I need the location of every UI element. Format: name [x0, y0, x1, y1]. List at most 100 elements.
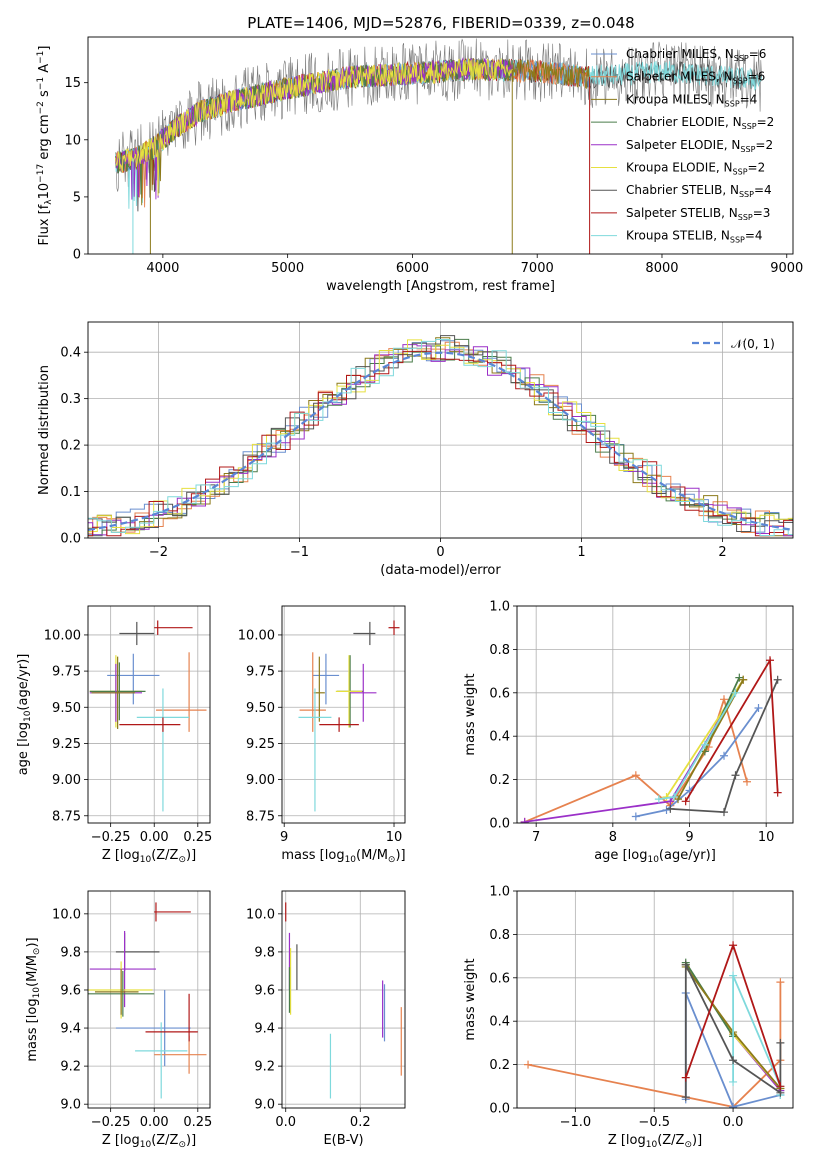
y-tick-label: 10.00 [44, 628, 81, 643]
legend-entry-nssp: =4 [754, 183, 772, 197]
legend-entry: Salpeter MILES, NSSP=6 [626, 70, 765, 86]
y-tick-label: 9.25 [52, 737, 81, 752]
x-axis-label: Z [log10(Z/Z⊙)] [102, 848, 196, 865]
x-axis-label-part: ⊙ [178, 855, 186, 865]
weight-marker [739, 675, 748, 684]
y-tick-label: 9.6 [254, 983, 275, 998]
weight-marker [729, 1102, 738, 1108]
y-tick-label: 0.4 [489, 730, 510, 745]
axes-frame [87, 321, 794, 539]
weight-marker [654, 795, 663, 804]
y-tick-label: 15 [64, 76, 81, 91]
x-tick-label: 0 [436, 545, 444, 560]
x-tick-label: −0.5 [638, 1115, 670, 1130]
x-tick-label: 6000 [396, 261, 429, 276]
y-tick-label: 9.50 [246, 701, 275, 716]
legend-entry-model: Salpeter STELIB, N [626, 206, 738, 220]
errorbar-point [154, 902, 191, 922]
weight-marker [666, 804, 675, 813]
x-tick-label: 0.2 [350, 1115, 371, 1130]
y-tick-label: 0.6 [489, 971, 510, 986]
legend-entry-model: Kroupa MILES, N [626, 92, 725, 106]
errorbar-point [91, 656, 136, 729]
y-tick-label: 10.0 [52, 907, 81, 922]
y-axis-label-part: )] [25, 937, 40, 947]
errorbar-point [154, 620, 193, 635]
y-tick-label: 0.3 [60, 392, 81, 407]
errorbar-point [145, 993, 198, 1042]
weight-marker [662, 805, 671, 814]
x-tick-label: 0.25 [183, 1115, 212, 1130]
weight-marker [666, 797, 675, 806]
x-tick-label: 0.00 [140, 830, 169, 845]
plot-area-weight-vs-age [520, 656, 782, 823]
errorbar-point [350, 663, 377, 722]
legend-entry: Salpeter STELIB, NSSP=3 [626, 206, 770, 222]
axes-spectrum: 4000 5000 6000 7000 8000 9000 0 5 10 15 wavelength… [36, 36, 803, 294]
x-tick-label: 4000 [146, 261, 179, 276]
legend-entry-sub: SSP [733, 77, 748, 86]
y-tick-label: 1.0 [489, 885, 510, 900]
axes-frame [516, 605, 794, 824]
legend-entry-sub: SSP [739, 190, 754, 199]
legend-entry-nssp: =6 [748, 70, 766, 84]
legend-entry-model: Chabrier MILES, N [626, 47, 734, 61]
y-axis-label-part: ⊙ [32, 948, 42, 956]
legend-entry-model: Chabrier STELIB, N [626, 183, 739, 197]
legend-entry: Kroupa MILES, NSSP=4 [626, 92, 757, 108]
weight-series-kroupa-stelib [654, 688, 740, 804]
errorbar-point [388, 620, 400, 635]
legend-entry-model: Salpeter MILES, N [626, 70, 733, 84]
y-tick-label: 9.50 [52, 701, 81, 716]
y-tick-label: 9.6 [60, 983, 81, 998]
errorbar-point [155, 652, 207, 732]
x-tick-label: −0.25 [91, 1115, 131, 1130]
weight-marker [776, 978, 785, 987]
x-axis-label-part: 10 [345, 855, 357, 865]
x-tick-label: −1.0 [560, 1115, 592, 1130]
y-tick-label: 0.2 [60, 439, 81, 454]
weight-marker [631, 812, 640, 821]
y-tick-label: 9.4 [60, 1022, 81, 1037]
weight-marker [729, 941, 738, 950]
x-axis-label-part: (Z/Z [151, 1133, 178, 1148]
y-axis-label-part: s [37, 90, 52, 101]
y-axis-label-part: 10 [37, 183, 52, 200]
weight-series-chabrier-miles [631, 703, 763, 821]
x-tick-label: 7000 [521, 261, 554, 276]
y-axis-label-part: −1 [36, 77, 46, 90]
y-axis-label: Flux [fλ10−17 erg cm−2 s−1 A−1] [36, 46, 54, 246]
axes-residuals: −2 −1 0 1 2 0.0 0.1 0.2 0.3 0.4 (data-model)/error… [37, 321, 794, 578]
legend-entry-sub: SSP [733, 168, 748, 177]
y-tick-label: 0.8 [489, 928, 510, 943]
x-axis-label: Z [log10(Z/Z⊙)] [608, 1133, 702, 1150]
x-axis-label-part: (Z/Z [657, 1133, 684, 1148]
axes-age-vs-Z: −0.25 0.00 0.25 8.75 9.00 9.25 9.50 9.75 10.00 Z … [16, 605, 212, 865]
x-axis-label-part: )] [395, 848, 405, 863]
weight-line [658, 692, 737, 800]
legend-entry-nssp: =4 [740, 92, 758, 106]
weight-marker [681, 1073, 690, 1082]
errorbar-point [335, 655, 363, 728]
y-tick-label: 5 [73, 190, 81, 205]
legend-entry-sub: SSP [725, 99, 740, 108]
weight-series-salpeter-stelib [681, 656, 782, 806]
weight-marker [731, 771, 740, 780]
y-axis-label-part: Flux [f [37, 204, 52, 245]
legend-entry: Kroupa STELIB, NSSP=4 [626, 229, 763, 245]
y-tick-label: 0.4 [489, 1015, 510, 1030]
weight-marker [754, 703, 763, 712]
y-tick-label: 9.00 [52, 773, 81, 788]
histogram-chabrier-stelib [88, 335, 793, 537]
legend-entry-nssp: =3 [753, 206, 771, 220]
weight-marker [729, 971, 738, 980]
x-tick-label: 5000 [271, 261, 304, 276]
x-axis-label: E(B-V) [323, 1133, 363, 1148]
histogram-kroupa-stelib [88, 339, 793, 536]
weight-series-salpeter-stelib [681, 941, 785, 1091]
x-tick-label: 10 [758, 830, 775, 845]
weight-marker [524, 1060, 533, 1069]
